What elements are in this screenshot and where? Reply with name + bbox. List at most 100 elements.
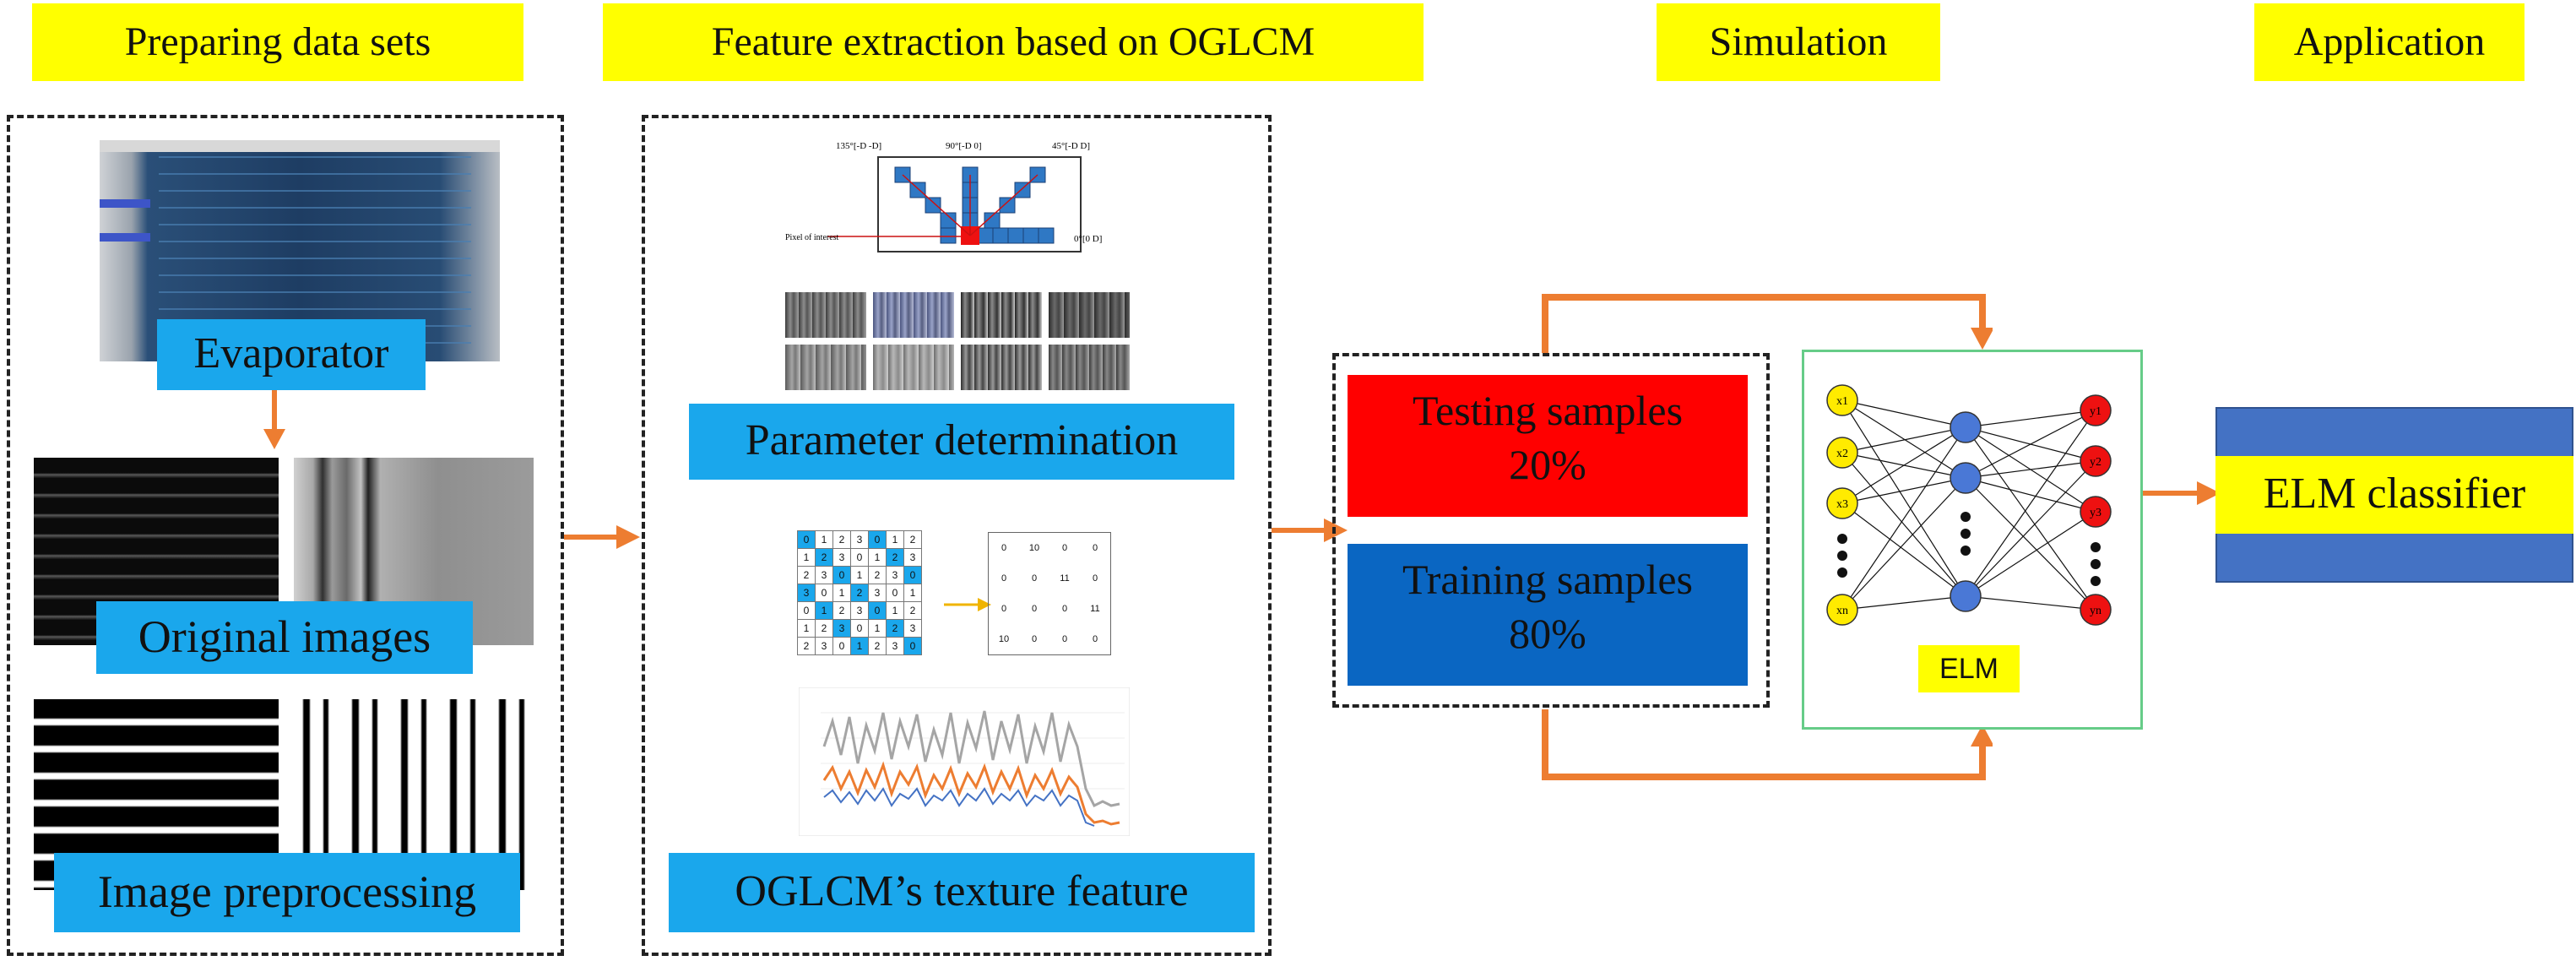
testing-to-elm-arrow	[1542, 294, 1986, 353]
gray-level-cell: 2	[903, 530, 922, 549]
input-node-n	[1826, 594, 1858, 626]
texture-feature-chart	[799, 687, 1130, 836]
gray-level-cell: 0	[886, 584, 904, 602]
output-label-n: yn	[2090, 605, 2101, 617]
gray-level-cell: 0	[868, 601, 887, 620]
arrow-elm-to-classifier	[2143, 481, 2221, 505]
gray-level-cell: 0	[903, 637, 922, 655]
dir-0-label: 0°[0 D]	[1074, 234, 1102, 244]
cooccurrence-row: 0 0 11 0	[989, 563, 1111, 594]
gray-level-cell: 1	[850, 566, 869, 584]
samples-panel	[1332, 353, 1770, 708]
gray-level-cell: 2	[886, 548, 904, 567]
oglcm-texture-feature-label: OGLCM’s texture feature	[669, 853, 1255, 932]
gray-level-cell: 0	[797, 530, 816, 549]
evaporator-fins	[100, 140, 500, 344]
gray-level-cell: 0	[815, 584, 833, 602]
gray-level-cell: 1	[850, 637, 869, 655]
cooccurrence-table: 0 10 0 0 0 0 11 0 0 0 0 11 10 0 0 0	[988, 532, 1111, 655]
image-preprocessing-label: Image preprocessing	[54, 853, 520, 932]
training-samples-box: Training samples 80%	[1348, 544, 1748, 686]
elm-network-diagram: x1 x2 x3 xn y1 y2 y3 yn	[1826, 384, 2112, 626]
cooccurrence-row: 10 0 0 0	[989, 624, 1111, 655]
oglcm-direction-diagram: 135°[-D -D] 90°[-D 0] 45°[-D D] 0°[0 D] …	[785, 141, 1102, 252]
input-label-1: x1	[1836, 395, 1848, 408]
gray-level-cell: 1	[815, 530, 833, 549]
cooccurrence-cell: 0	[1031, 573, 1038, 584]
texture-series-blue	[823, 787, 1095, 827]
training-samples-percent: 80%	[1509, 610, 1586, 657]
output-node-3	[2080, 496, 2112, 528]
cooccurrence-cell: 0	[1001, 543, 1007, 553]
cooccurrence-cell: 0	[1092, 634, 1098, 644]
thumb-5	[785, 345, 866, 390]
cooccurrence-cell: 11	[1090, 604, 1100, 614]
stage-header-feature: Feature extraction based on OGLCM	[603, 3, 1424, 81]
input-label-3: x3	[1836, 498, 1848, 511]
output-node-2	[2080, 445, 2112, 477]
gray-level-cell: 0	[832, 566, 851, 584]
elm-label: ELM	[1918, 645, 2020, 692]
stage-header-application: Application	[2254, 3, 2524, 81]
original-images-label: Original images	[96, 601, 473, 674]
thumb-6	[873, 345, 954, 390]
cooccurrence-cell: 10	[998, 634, 1010, 644]
gray-level-cell: 3	[903, 548, 922, 567]
output-node-n	[2080, 594, 2112, 626]
evaporator-label: Evaporator	[157, 319, 426, 390]
training-to-elm-arrow	[1542, 709, 1986, 780]
testing-samples-box: Testing samples 20%	[1348, 375, 1748, 517]
feature-panel	[642, 115, 1272, 956]
arrow-prep-to-feature	[564, 525, 640, 549]
cooccurrence-cell: 0	[1031, 634, 1038, 644]
cooccurrence-cell: 0	[1061, 634, 1068, 644]
parameter-determination-label: Parameter determination	[689, 404, 1234, 480]
output-label-3: y3	[2090, 507, 2101, 519]
pixel-of-interest-label: Pixel of interest	[785, 233, 839, 242]
gray-level-cell: 0	[850, 548, 869, 567]
dir-90-label: 90°[-D 0]	[946, 141, 982, 151]
matrix-arrow	[944, 598, 991, 611]
gray-level-cell: 0	[832, 637, 851, 655]
texture-series-orange	[822, 761, 1120, 826]
gray-level-cell: 3	[886, 637, 904, 655]
input-node-1	[1826, 384, 1858, 416]
testing-samples-percent: 20%	[1509, 441, 1586, 488]
input-label-2: x2	[1836, 448, 1848, 460]
gray-level-cell: 0	[903, 566, 922, 584]
gray-level-cell: 3	[850, 601, 869, 620]
output-label-1: y1	[2090, 405, 2101, 418]
gray-level-cell: 2	[815, 548, 833, 567]
gray-level-cell: 3	[815, 637, 833, 655]
gray-level-cell: 3	[850, 530, 869, 549]
thumb-2	[873, 292, 954, 338]
gray-level-cell: 2	[868, 566, 887, 584]
cooccurrence-cell: 0	[1001, 573, 1007, 584]
input-label-n: xn	[1836, 605, 1848, 617]
cooccurrence-cell: 11	[1060, 573, 1070, 584]
gray-level-cell: 1	[903, 584, 922, 602]
cooccurrence-row: 0 10 0 0	[989, 533, 1111, 564]
gray-level-cell: 1	[832, 584, 851, 602]
gray-level-cell: 3	[832, 619, 851, 638]
gray-level-cell: 2	[797, 637, 816, 655]
gray-level-cell: 1	[815, 601, 833, 620]
gray-level-cell: 3	[832, 548, 851, 567]
cooccurrence-cell: 0	[1061, 604, 1068, 614]
stage-header-prep: Preparing data sets	[32, 3, 523, 81]
thumb-3	[961, 292, 1042, 338]
hidden-node-1	[1950, 411, 1982, 443]
gray-level-cell: 3	[886, 566, 904, 584]
thumb-4	[1049, 292, 1130, 338]
cooccurrence-cell: 0	[1031, 604, 1038, 614]
gray-level-cell: 2	[886, 619, 904, 638]
input-node-2	[1826, 437, 1858, 469]
